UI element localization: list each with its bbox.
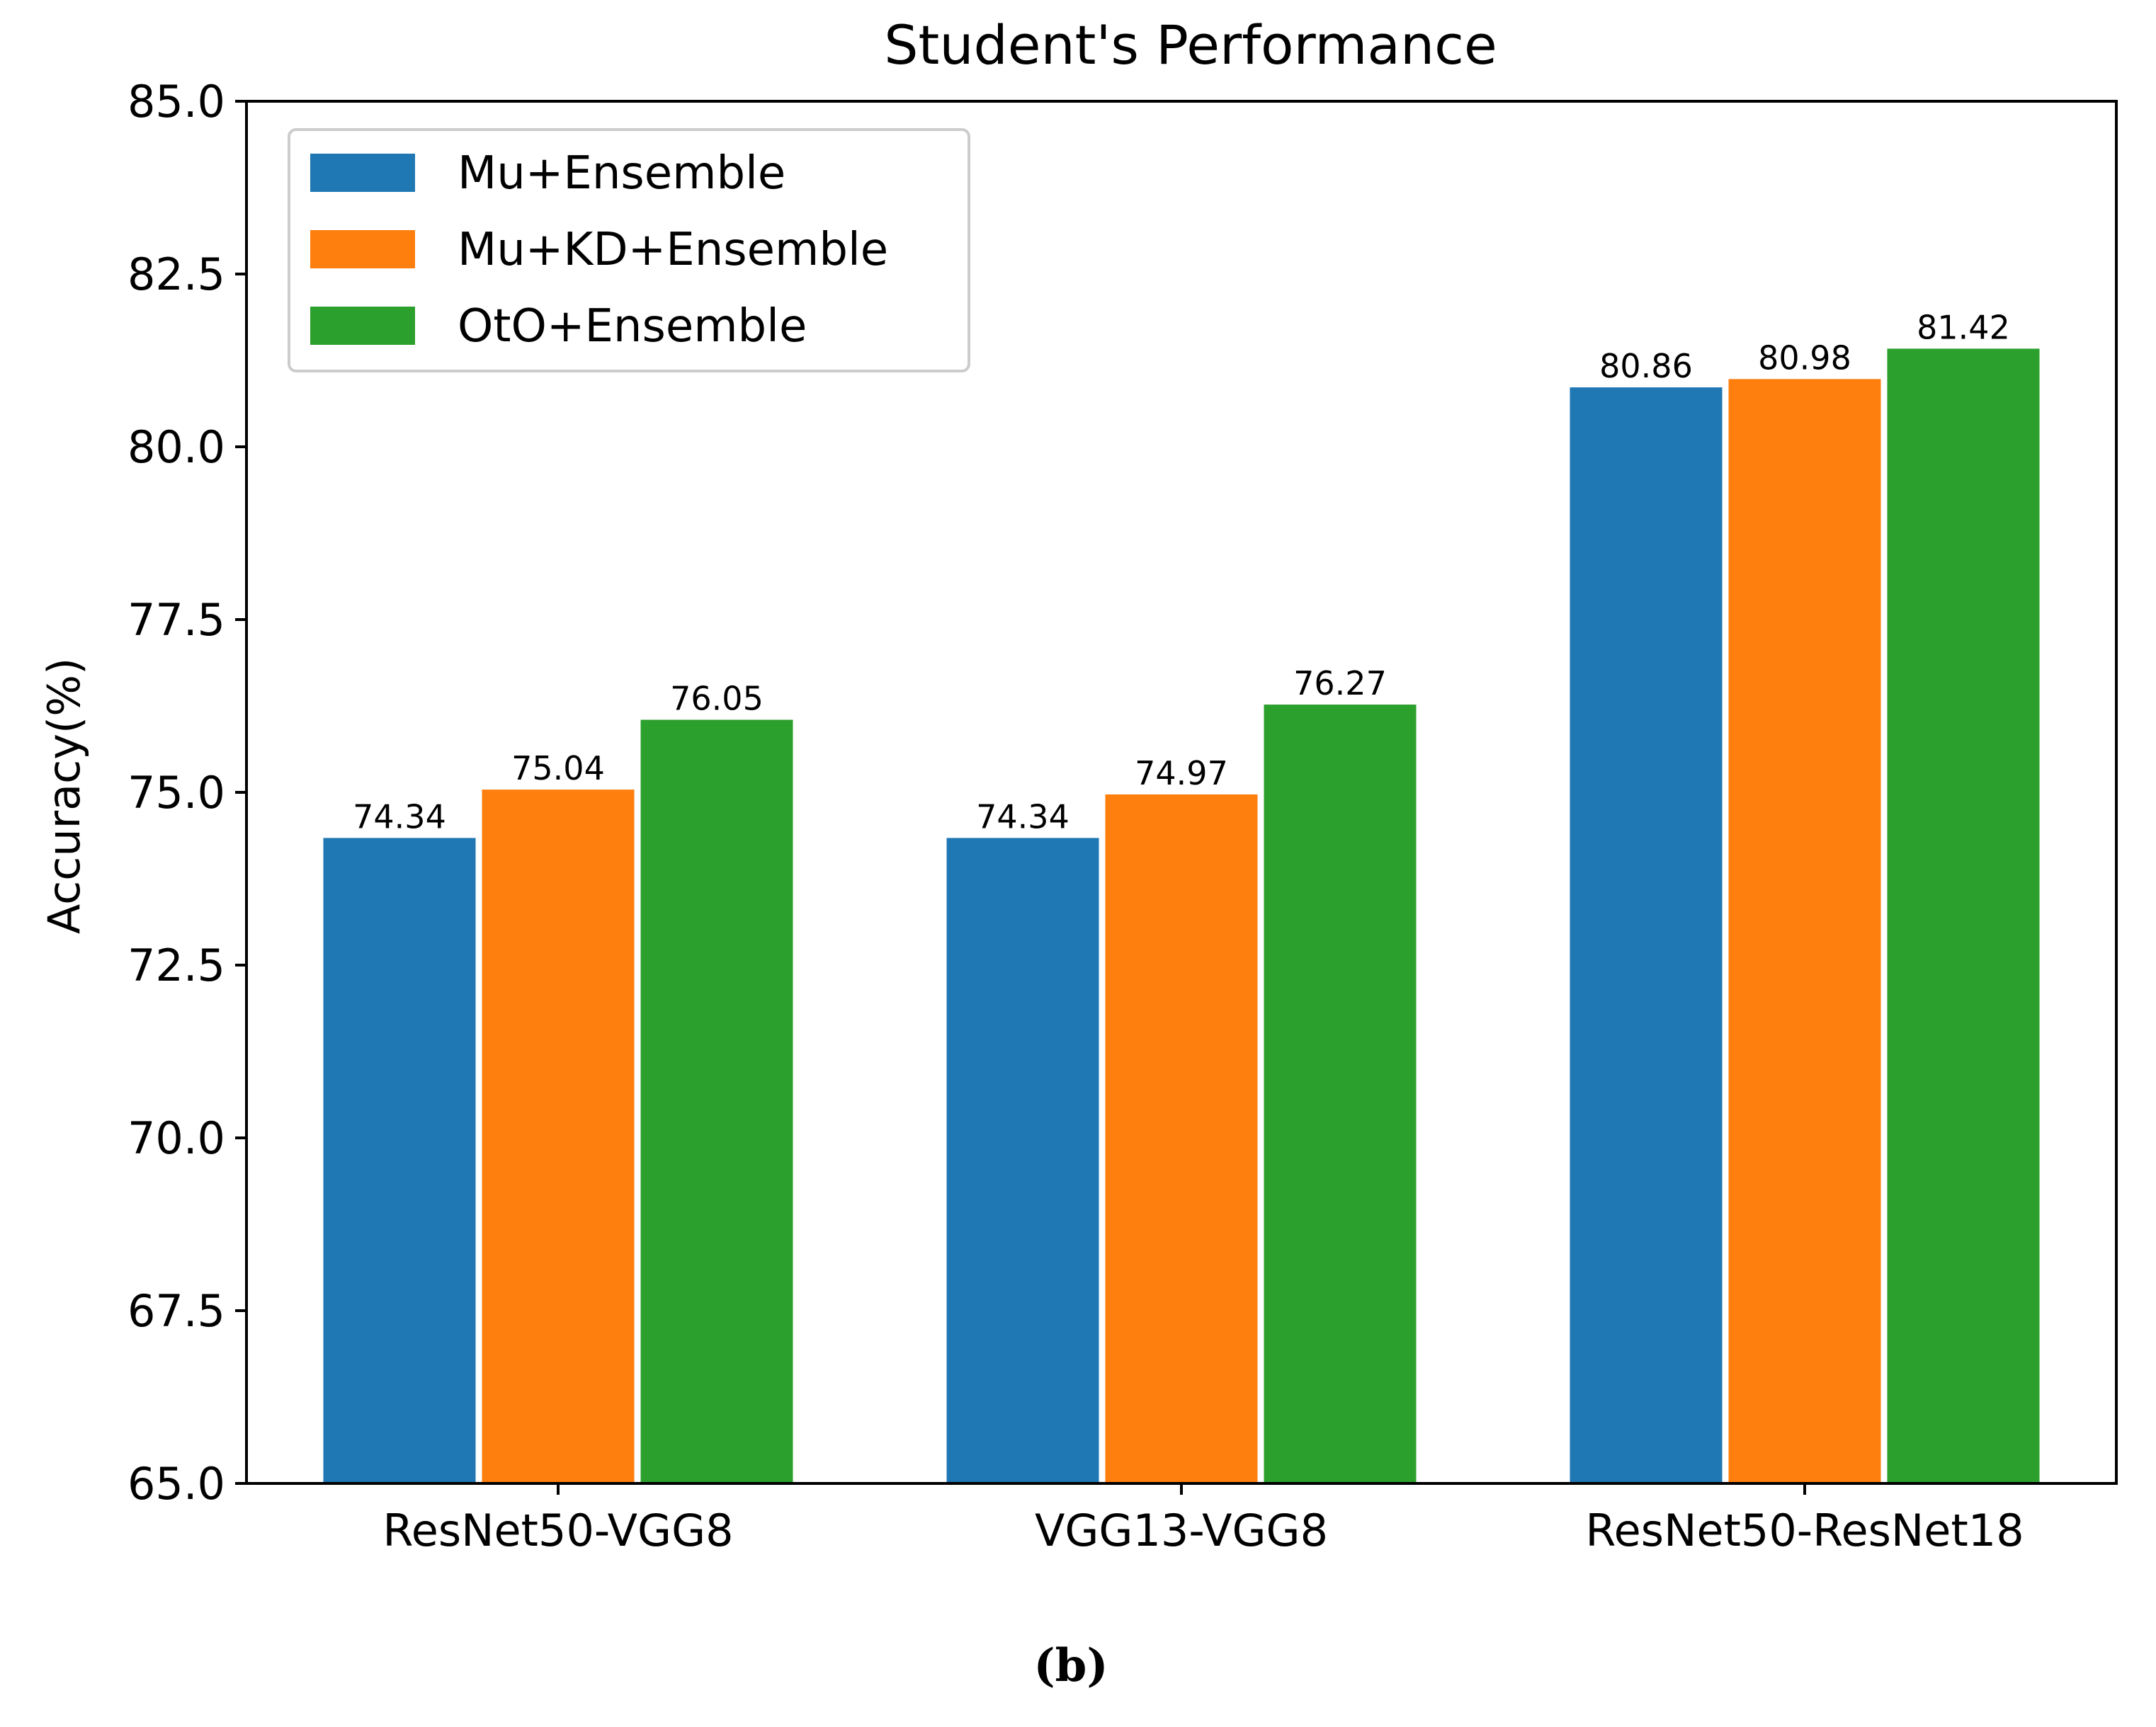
chart-title: Student's Performance	[884, 13, 1497, 76]
y-tick-label: 70.0	[127, 1112, 225, 1164]
x-axis: ResNet50-VGG8 VGG13-VGG8 ResNet50-ResNet18	[382, 1483, 2024, 1556]
y-tick-label: 75.0	[127, 767, 225, 819]
bar	[1570, 387, 1723, 1484]
y-tick-label: 67.5	[127, 1285, 225, 1337]
bar-value-label: 80.86	[1599, 347, 1693, 385]
legend-box	[288, 128, 970, 372]
y-axis: 65.0 67.5 70.0 72.5 75.0 77.5 80.0 82.5 85.0	[127, 76, 246, 1510]
legend: Mu+Ensemble Mu+KD+Ensemble OtO+Ensemble	[288, 128, 970, 372]
legend-swatch	[310, 154, 415, 192]
x-tick-label: VGG13-VGG8	[1035, 1505, 1328, 1556]
bar-value-label: 74.34	[976, 797, 1070, 836]
x-tick-label: ResNet50-VGG8	[382, 1505, 733, 1556]
bar	[482, 790, 635, 1483]
bar-value-label: 76.05	[670, 680, 764, 718]
bar	[640, 719, 793, 1483]
y-tick-label: 80.0	[127, 421, 225, 473]
legend-swatch	[310, 307, 415, 345]
legend-label: Mu+Ensemble	[458, 147, 785, 200]
bar-value-label: 74.97	[1135, 754, 1228, 792]
y-tick-label: 85.0	[127, 76, 225, 127]
bar	[1728, 379, 1881, 1483]
bars-group	[323, 348, 2040, 1484]
legend-swatch	[310, 230, 415, 268]
bar-value-label: 74.34	[353, 797, 446, 836]
y-tick-label: 82.5	[127, 249, 225, 300]
y-axis-label: Accuracy(%)	[38, 658, 90, 934]
bar	[946, 838, 1099, 1483]
bar	[1264, 705, 1417, 1483]
bar	[323, 838, 476, 1483]
bar	[1887, 348, 2040, 1484]
bar	[1105, 794, 1258, 1483]
bar-value-labels: 74.34 75.04 76.05 74.34 74.97 76.27 80.86 80.98…	[353, 308, 2010, 836]
y-tick-label: 72.5	[127, 940, 225, 991]
y-tick-label: 65.0	[127, 1458, 225, 1510]
x-tick-label: ResNet50-ResNet18	[1585, 1505, 2024, 1556]
bar-value-label: 75.04	[511, 749, 605, 787]
figure-caption: (b)	[1033, 1639, 1108, 1692]
legend-label: Mu+KD+Ensemble	[458, 224, 888, 276]
bar-value-label: 80.98	[1758, 338, 1851, 377]
legend-label: OtO+Ensemble	[458, 300, 807, 353]
bar-value-label: 81.42	[1917, 308, 2010, 346]
plot-area-frame	[245, 100, 2118, 1485]
y-tick-label: 77.5	[127, 594, 225, 646]
bar-value-label: 76.27	[1293, 664, 1387, 702]
